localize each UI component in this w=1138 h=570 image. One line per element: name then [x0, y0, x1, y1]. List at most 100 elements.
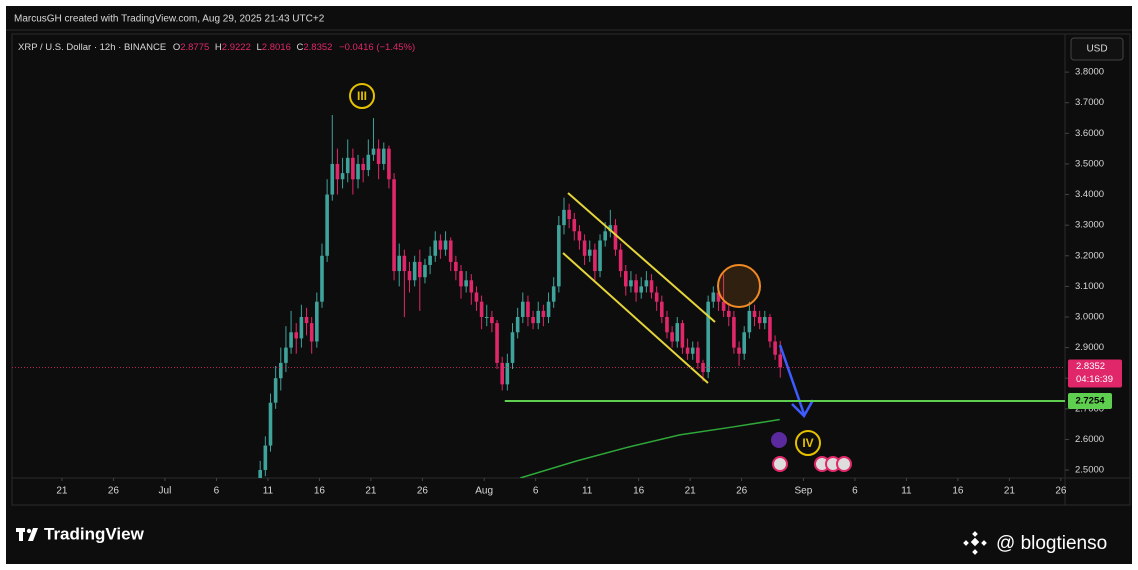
candle-body — [665, 316, 669, 333]
logo-mark — [26, 528, 32, 534]
background — [6, 6, 1132, 564]
event-icon[interactable] — [771, 432, 787, 448]
ohlc-value: 2.8352 — [303, 42, 332, 53]
candle-body — [304, 316, 309, 324]
candle-body — [562, 209, 566, 226]
candle-body — [289, 332, 293, 348]
x-tick-label: Sep — [795, 486, 813, 497]
candle-body — [459, 271, 463, 287]
x-tick-label: Aug — [475, 486, 493, 497]
candle-body — [345, 157, 350, 174]
candle-body — [696, 347, 700, 363]
candle-body — [654, 292, 659, 302]
candle-body — [258, 470, 262, 478]
channel-upper — [567, 192, 716, 323]
logo-mark — [19, 528, 23, 541]
x-tick-label: 26 — [736, 486, 748, 497]
channel-lower — [562, 252, 709, 384]
candle-body — [273, 378, 278, 403]
candle-body — [675, 323, 680, 342]
candle-body — [510, 332, 515, 363]
symbol-legend: XRP / U.S. Dollar · 12h · BINANCE O2.877… — [18, 42, 415, 53]
y-tick-label: 3.2000 — [1075, 250, 1104, 261]
candle-body — [701, 362, 705, 373]
candle-body — [778, 354, 783, 368]
candle-body — [474, 292, 479, 302]
candle-body — [634, 280, 638, 293]
candle-body — [505, 362, 510, 385]
candle-body — [670, 332, 674, 342]
candle-body — [598, 240, 602, 272]
candle-body — [587, 249, 592, 256]
candle-body — [407, 271, 412, 281]
candle-body — [623, 271, 628, 287]
candle-body — [742, 332, 747, 354]
candle-body — [649, 280, 654, 293]
x-tick-label: 16 — [952, 486, 964, 497]
candle-body — [593, 249, 597, 272]
wave-marker — [795, 430, 821, 456]
x-tick-label: 21 — [685, 486, 697, 497]
candle-body — [392, 179, 396, 272]
candle-body — [613, 225, 618, 250]
ohlc-value: 2.9222 — [222, 42, 251, 53]
x-tick-label: 11 — [901, 486, 912, 497]
x-tick-label: 26 — [417, 486, 429, 497]
candle-body — [557, 225, 561, 287]
plot — [258, 114, 783, 478]
candle-body — [464, 280, 468, 287]
candle-body — [381, 148, 386, 164]
ohlc-prefix: H — [215, 42, 222, 53]
chart-frame — [11, 33, 1131, 506]
candle-body — [376, 148, 381, 164]
change: −0.0416 (−1.45%) — [339, 42, 415, 53]
y-tick-label: 2.9000 — [1075, 342, 1104, 353]
candle-body — [721, 301, 726, 311]
y-tick-label: 3.6000 — [1075, 128, 1104, 139]
candle-body — [268, 402, 273, 446]
arrow-head — [791, 399, 815, 419]
x-tick-label: 26 — [1055, 486, 1067, 497]
y-tick-label: 3.1000 — [1075, 281, 1104, 292]
candle-body — [299, 316, 304, 339]
currency: USD — [1086, 44, 1107, 55]
candle-body — [768, 316, 772, 342]
x-tick-label: 11 — [263, 486, 274, 497]
y-tick-label: 3.0000 — [1075, 312, 1104, 323]
candle-body — [551, 286, 556, 302]
candle-body — [644, 280, 649, 287]
event-icon[interactable] — [772, 456, 788, 472]
candle-body — [412, 261, 417, 281]
candle-body — [629, 280, 633, 287]
x-tick-label: 11 — [582, 486, 593, 497]
candle-body — [763, 316, 767, 324]
candle-body — [397, 255, 402, 272]
candle-body — [680, 323, 685, 348]
ohlc-value: 2.8016 — [262, 42, 291, 53]
y-tick-label: 2.6000 — [1075, 434, 1104, 445]
highlight-circle — [717, 264, 761, 308]
currency-box[interactable] — [1070, 37, 1124, 61]
candle-body — [531, 316, 535, 324]
candle-body — [366, 154, 371, 171]
y-tick-label: 3.4000 — [1075, 189, 1104, 200]
candle-body — [732, 316, 736, 348]
candle-body — [490, 316, 494, 324]
candle-body — [577, 231, 582, 241]
candle-body — [773, 341, 777, 355]
candle-body — [438, 240, 443, 250]
x-tick-label: Jul — [159, 486, 172, 497]
candle-body — [582, 240, 587, 256]
candle-body — [423, 264, 427, 278]
event-icon[interactable] — [836, 456, 852, 472]
candle-body — [541, 310, 546, 317]
candle-body — [706, 301, 710, 373]
candle-body — [567, 209, 571, 220]
candle-body — [418, 261, 422, 278]
candle-body — [484, 316, 489, 318]
logo-text: TradingView — [44, 524, 145, 543]
candle-body — [330, 163, 335, 195]
candle-body — [309, 323, 314, 342]
drawings — [349, 83, 852, 472]
candle-body — [495, 323, 499, 363]
